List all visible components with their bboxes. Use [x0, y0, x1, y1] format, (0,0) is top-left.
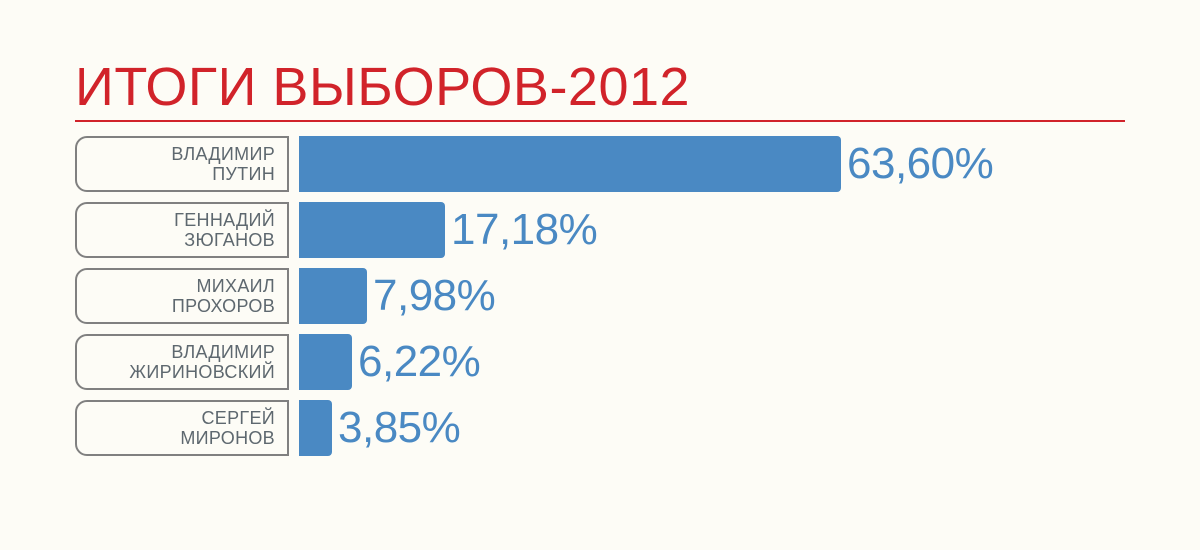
bar-chart: ВЛАДИМИРПУТИН63,60%ГЕННАДИЙЗЮГАНОВ17,18%… — [75, 136, 1125, 456]
bar — [299, 400, 332, 456]
candidate-firstname: СЕРГЕЙ — [201, 408, 275, 428]
value-label: 17,18% — [451, 202, 597, 258]
spacer — [289, 334, 299, 390]
candidate-label-box: ВЛАДИМИРЖИРИНОВСКИЙ — [75, 334, 289, 390]
value-label: 3,85% — [338, 400, 460, 456]
bar-track: 63,60% — [299, 136, 1125, 192]
candidate-firstname: МИХАИЛ — [197, 276, 276, 296]
table-row: МИХАИЛПРОХОРОВ 7,98% — [75, 268, 1125, 324]
spacer — [289, 202, 299, 258]
bar-track: 6,22% — [299, 334, 1125, 390]
table-row: ВЛАДИМИРПУТИН 63,60% — [75, 136, 1125, 192]
candidate-firstname: ГЕННАДИЙ — [174, 210, 275, 230]
bar-track: 17,18% — [299, 202, 1125, 258]
candidate-firstname: ВЛАДИМИР — [171, 144, 275, 164]
table-row: ГЕННАДИЙЗЮГАНОВ 17,18% — [75, 202, 1125, 258]
candidate-lastname: ЗЮГАНОВ — [184, 230, 275, 250]
candidate-lastname: ПРОХОРОВ — [172, 296, 275, 316]
candidate-label-box: ВЛАДИМИРПУТИН — [75, 136, 289, 192]
value-label: 63,60% — [847, 136, 993, 192]
table-row: СЕРГЕЙМИРОНОВ 3,85% — [75, 400, 1125, 456]
spacer — [289, 136, 299, 192]
candidate-lastname: ПУТИН — [212, 164, 275, 184]
candidate-lastname: ЖИРИНОВСКИЙ — [129, 362, 275, 382]
value-label: 7,98% — [373, 268, 495, 324]
bar-track: 7,98% — [299, 268, 1125, 324]
spacer — [289, 400, 299, 456]
candidate-label-box: ГЕННАДИЙЗЮГАНОВ — [75, 202, 289, 258]
bar — [299, 268, 367, 324]
candidate-label-box: МИХАИЛПРОХОРОВ — [75, 268, 289, 324]
candidate-label-box: СЕРГЕЙМИРОНОВ — [75, 400, 289, 456]
candidate-lastname: МИРОНОВ — [180, 428, 275, 448]
bar — [299, 136, 841, 192]
bar — [299, 202, 445, 258]
spacer — [289, 268, 299, 324]
value-label: 6,22% — [358, 334, 480, 390]
chart-title: ИТОГИ ВЫБОРОВ-2012 — [75, 60, 1125, 122]
candidate-firstname: ВЛАДИМИР — [171, 342, 275, 362]
table-row: ВЛАДИМИРЖИРИНОВСКИЙ 6,22% — [75, 334, 1125, 390]
bar — [299, 334, 352, 390]
bar-track: 3,85% — [299, 400, 1125, 456]
